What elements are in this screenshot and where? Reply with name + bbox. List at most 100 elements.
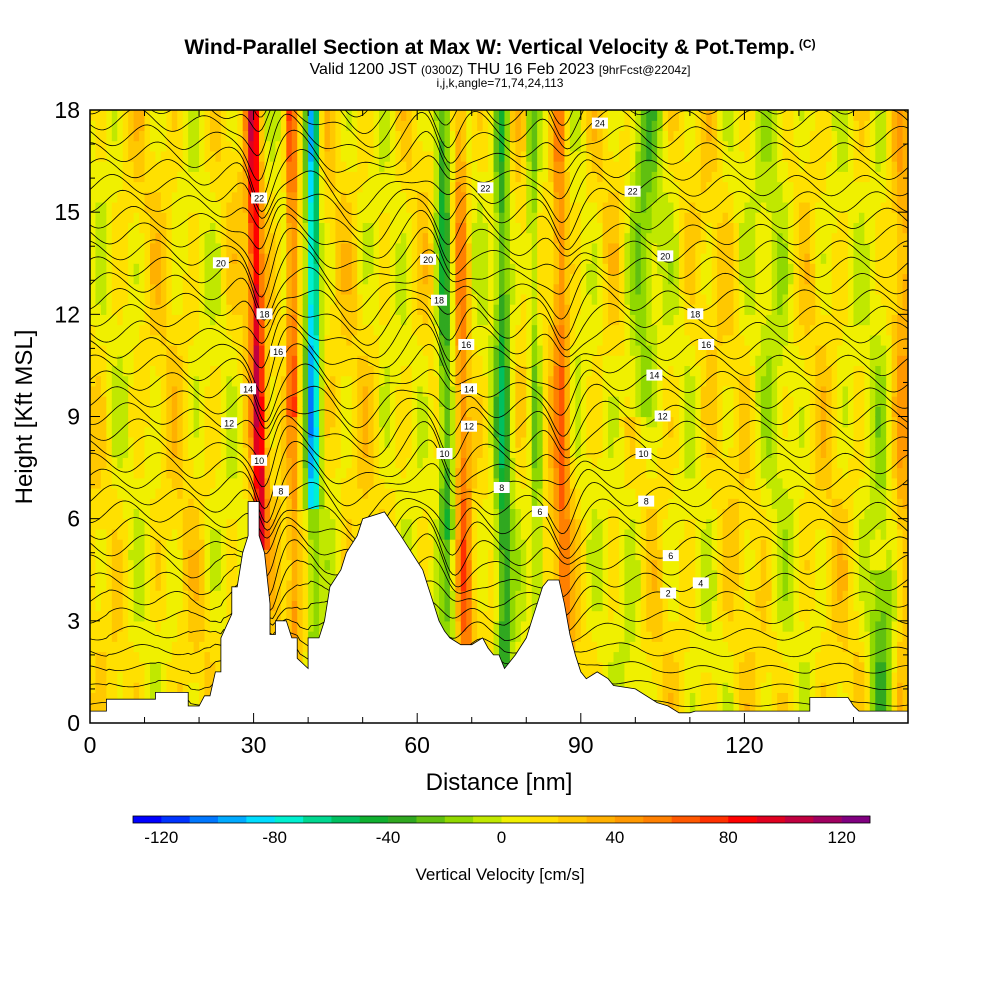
contour-label: 16 <box>273 347 283 357</box>
isentrope-line <box>90 323 908 394</box>
contour-label: 20 <box>216 258 226 268</box>
colorbar-swatch <box>133 816 162 823</box>
contour-label: 12 <box>464 422 474 432</box>
y-tick-label: 3 <box>67 608 80 634</box>
colorbar-swatch <box>303 816 332 823</box>
contour-label-bg <box>251 192 268 204</box>
contour-label-bg <box>221 417 238 429</box>
contour-label-bg <box>692 577 709 589</box>
isentrope-line <box>90 112 908 182</box>
isentrope-line <box>90 209 908 276</box>
colorbar-swatch <box>473 816 502 823</box>
valid-date: THU 16 Feb 2023 <box>467 61 595 78</box>
contour-label-bg <box>461 420 477 432</box>
contour-label: 16 <box>701 340 711 350</box>
colorbar-swatch <box>784 816 814 823</box>
contour-label: 10 <box>254 456 264 466</box>
contour-label: 24 <box>595 119 605 129</box>
contour-label-bg <box>624 185 641 197</box>
contour-label: 14 <box>243 384 253 394</box>
contour-label: 12 <box>658 412 668 422</box>
contour-label: 22 <box>254 194 264 204</box>
colorbar-swatch <box>671 816 701 823</box>
contour-label: 20 <box>423 255 433 265</box>
isentrope-line <box>90 506 908 559</box>
contour-label-bg <box>654 410 671 422</box>
contour-label: 8 <box>644 497 649 507</box>
colorbar-label: Vertical Velocity [cm/s] <box>415 865 584 884</box>
contour-label-bg <box>240 383 257 395</box>
contour-label-bg <box>436 448 453 459</box>
contour-label: 10 <box>439 449 449 459</box>
isentrope-line <box>90 363 908 423</box>
colorbar-tick-label: 0 <box>497 828 506 847</box>
colorbar-swatch <box>558 816 587 823</box>
contour-label-bg <box>662 550 679 562</box>
isentrope-line <box>90 308 908 369</box>
isentrope-line <box>90 285 908 339</box>
contour-label-bg <box>458 339 475 350</box>
contour-label: 22 <box>480 183 490 193</box>
isentrope-line <box>90 589 908 632</box>
title-main: Wind-Parallel Section at Max W: Vertical… <box>184 36 795 59</box>
contour-label: 22 <box>628 187 638 197</box>
colorbar-tick-label: 120 <box>828 828 856 847</box>
isentrope-line <box>90 421 908 488</box>
isentrope-line <box>90 149 908 213</box>
contour-label-bg <box>635 448 652 459</box>
contour-label-bg <box>687 308 704 320</box>
isentrope-line <box>90 439 908 510</box>
contour-label-bg <box>461 383 477 395</box>
isentrope-line <box>90 556 908 611</box>
colorbar-swatch <box>331 816 361 823</box>
x-tick-label: 60 <box>404 732 430 758</box>
contour-label: 18 <box>690 309 700 319</box>
contour-label-bg <box>251 454 268 466</box>
isentrope-line <box>90 226 908 298</box>
y-tick-label: 18 <box>54 97 80 123</box>
y-tick-label: 6 <box>67 506 80 532</box>
contour-label: 6 <box>537 507 542 517</box>
colorbar-tick-label: 80 <box>719 828 738 847</box>
contour-label-bg <box>657 250 674 262</box>
isentrope-line <box>90 481 908 535</box>
colorbar-tick-label: -80 <box>262 828 287 847</box>
isentrope-line <box>90 533 908 599</box>
colorbar-swatch <box>501 816 531 823</box>
colorbar-swatch <box>699 816 729 823</box>
colorbar-swatch <box>246 816 276 823</box>
contour-label-bg <box>646 369 663 381</box>
isentrope-line <box>90 576 908 619</box>
x-tick-label: 0 <box>84 732 97 758</box>
isentrope-line <box>90 383 908 437</box>
contour-label-bg <box>477 182 494 194</box>
isentrope-line <box>90 516 908 578</box>
colorbar-swatch <box>643 816 672 823</box>
contour-label: 8 <box>278 486 283 496</box>
isentrope-line <box>90 110 908 156</box>
colorbar-swatch <box>841 816 871 823</box>
colorbar-tick-label: 40 <box>605 828 624 847</box>
colorbar-swatch <box>529 816 559 823</box>
x-tick-label: 90 <box>568 732 594 758</box>
isentrope-line <box>90 170 908 224</box>
colorbar-tick-label: -40 <box>376 828 401 847</box>
contour-label-bg <box>420 253 437 265</box>
colorbar-swatch <box>614 816 644 823</box>
isentrope-line <box>90 397 908 451</box>
contour-label-bg <box>431 294 447 306</box>
isentrope-line <box>90 129 908 201</box>
velocity-field <box>90 110 908 723</box>
colorbar-swatch <box>728 816 757 823</box>
y-tick-label: 15 <box>54 199 80 225</box>
colorbar-swatch <box>813 816 842 823</box>
isentrope-line <box>90 110 908 141</box>
colorbar-swatch <box>161 816 190 823</box>
x-tick-label: 120 <box>725 732 763 758</box>
colorbar-frame <box>132 815 871 824</box>
chart-indices: i,j,k,angle=71,74,24,113 <box>436 76 564 90</box>
colorbar-swatch <box>189 816 219 823</box>
isentrope-line <box>90 197 908 251</box>
contour-label: 8 <box>499 483 504 493</box>
